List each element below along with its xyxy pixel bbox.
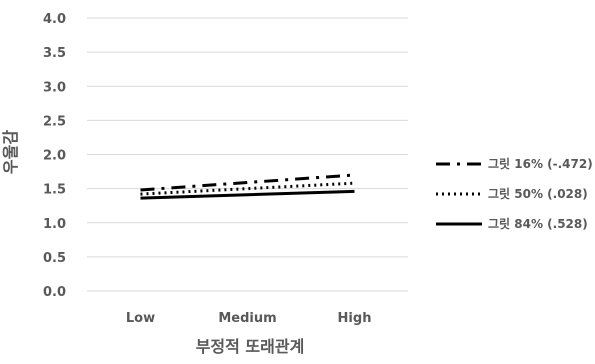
y-axis-tick-labels: 0.0 0.5 1.0 1.5 2.0 2.5 3.0 3.5 4.0 <box>43 12 66 300</box>
gridlines <box>87 17 408 292</box>
y-axis-title: 우울감 <box>1 130 20 174</box>
x-tick-label: High <box>338 311 372 326</box>
y-tick-label: 1.0 <box>43 217 66 232</box>
y-tick-label: 0.5 <box>43 251 66 266</box>
y-tick-label: 1.5 <box>43 183 66 198</box>
x-tick-label: Medium <box>218 311 276 326</box>
y-tick-label: 2.5 <box>43 114 66 129</box>
series-lines <box>140 173 355 200</box>
y-tick-label: 2.0 <box>43 149 66 164</box>
x-axis-title: 부정적 또래관계 <box>196 337 305 356</box>
legend-label-1: 그릿 16% (-.472) <box>488 156 593 171</box>
y-tick-label: 3.0 <box>43 80 66 95</box>
legend-label-2: 그릿 50% (.028) <box>488 186 588 201</box>
x-tick-label: Low <box>126 311 155 326</box>
series-line-1 <box>140 173 355 192</box>
x-axis-tick-labels: Low Medium High <box>126 311 372 326</box>
series-line-3 <box>140 189 355 200</box>
y-tick-label: 4.0 <box>43 12 66 27</box>
legend-label-3: 그릿 84% (.528) <box>488 216 588 231</box>
y-tick-label: 3.5 <box>43 46 66 61</box>
y-tick-label: 0.0 <box>43 285 66 300</box>
legend: 그릿 16% (-.472) 그릿 50% (.028) 그릿 84% (.528) <box>436 156 593 231</box>
